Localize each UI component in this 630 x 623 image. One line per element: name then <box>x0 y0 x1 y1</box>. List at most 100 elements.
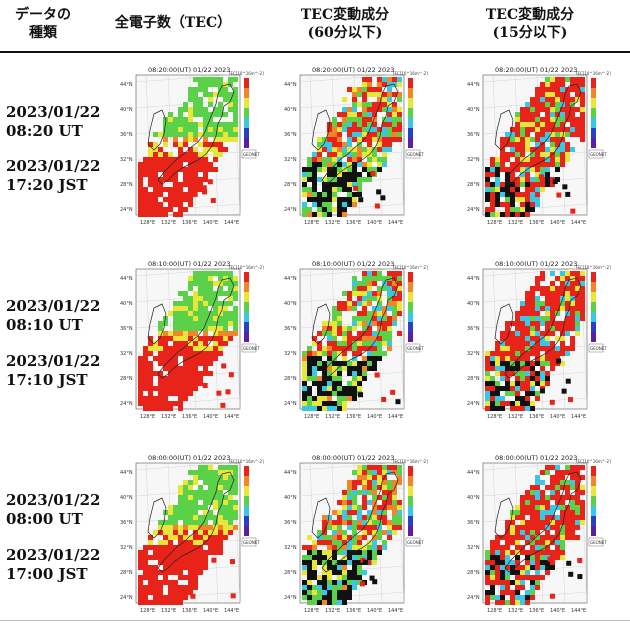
data-cell <box>545 545 550 550</box>
data-cell <box>505 570 510 575</box>
data-cell <box>322 147 327 152</box>
data-cell <box>539 388 545 394</box>
data-cell <box>495 356 500 361</box>
data-cell <box>555 296 560 301</box>
data-cell <box>332 192 337 197</box>
data-cell <box>312 565 317 570</box>
data-cell <box>168 122 173 127</box>
data-cell <box>173 570 178 575</box>
data-cell <box>208 371 213 376</box>
data-cell <box>188 525 193 530</box>
data-cell <box>332 182 337 187</box>
data-cell <box>580 520 585 525</box>
data-cell <box>540 545 545 550</box>
data-cell <box>367 107 372 112</box>
data-cell <box>377 475 382 480</box>
data-cell <box>530 485 535 490</box>
data-cell <box>500 351 505 356</box>
data-cell <box>505 187 510 192</box>
data-cell <box>317 212 322 217</box>
data-cell <box>362 276 367 281</box>
data-cell <box>357 570 362 575</box>
data-cell <box>143 172 148 177</box>
grid-line <box>135 73 241 83</box>
data-cell <box>178 336 183 341</box>
data-cell <box>362 505 367 510</box>
data-cell <box>540 157 545 162</box>
data-cell <box>387 132 392 137</box>
data-cell <box>203 336 208 341</box>
data-cell <box>540 276 545 281</box>
data-cell <box>550 87 555 92</box>
data-cell <box>223 122 228 127</box>
data-cell <box>322 137 327 142</box>
data-cell <box>530 147 535 152</box>
data-cell <box>560 291 565 296</box>
data-cell <box>213 495 218 500</box>
data-cell <box>530 391 535 396</box>
data-cell <box>382 510 387 515</box>
colorbar-unit: TEC[10^16m^-2] <box>391 71 428 76</box>
data-cell <box>505 585 510 590</box>
data-cell <box>233 137 238 142</box>
data-cell <box>233 122 238 127</box>
data-cell <box>332 306 337 311</box>
data-cell <box>540 336 545 341</box>
data-cell <box>490 376 495 381</box>
data-cell <box>510 570 515 575</box>
data-cell <box>535 177 540 182</box>
data-cell <box>198 182 203 187</box>
data-cell <box>203 77 208 82</box>
data-cell <box>565 316 570 321</box>
data-cell <box>362 177 367 182</box>
data-cell <box>213 530 218 535</box>
data-cell <box>327 172 332 177</box>
data-cell <box>153 207 158 212</box>
data-cell <box>520 326 525 331</box>
data-cell <box>485 386 490 391</box>
data-cell <box>327 525 332 530</box>
data-cell <box>332 406 337 411</box>
data-cell <box>495 346 500 351</box>
data-cell <box>570 208 576 214</box>
data-cells <box>302 77 402 217</box>
data-cell <box>555 545 560 550</box>
data-cell <box>500 545 505 550</box>
lat-tick: 40°N <box>284 301 297 307</box>
data-cell <box>153 162 158 167</box>
data-cell <box>233 296 238 301</box>
data-cell <box>312 600 317 605</box>
data-cell <box>193 480 198 485</box>
data-cell <box>208 510 213 515</box>
data-cell <box>570 296 575 301</box>
data-cell <box>530 555 535 560</box>
map-panel-var60-2: 08:10:00(UT) 01/22 2023 44°N 40°N 36°N 32°N 2… <box>282 258 434 423</box>
colorbar-segment <box>408 486 413 496</box>
data-cell <box>565 510 570 515</box>
data-cell <box>203 82 208 87</box>
data-cell <box>347 560 352 565</box>
data-cell <box>327 197 332 202</box>
data-cell <box>208 540 213 545</box>
data-cell <box>218 470 223 475</box>
data-cell <box>540 92 545 97</box>
colorbar <box>244 272 249 342</box>
lat-tick: 36°N <box>284 520 297 526</box>
data-cell <box>188 167 193 172</box>
data-cell <box>369 575 375 581</box>
data-cell <box>332 356 337 361</box>
data-cell <box>332 520 337 525</box>
data-cell <box>500 157 505 162</box>
data-cell <box>233 276 238 281</box>
data-cell <box>570 530 575 535</box>
data-cell <box>312 550 317 555</box>
data-cell <box>233 470 238 475</box>
data-cell <box>148 570 153 575</box>
data-cell <box>223 316 228 321</box>
data-cell <box>382 77 387 82</box>
data-cell <box>173 535 178 540</box>
data-cell <box>372 346 377 351</box>
data-cell <box>520 376 525 381</box>
data-cell <box>183 590 188 595</box>
data-cell <box>515 595 520 600</box>
